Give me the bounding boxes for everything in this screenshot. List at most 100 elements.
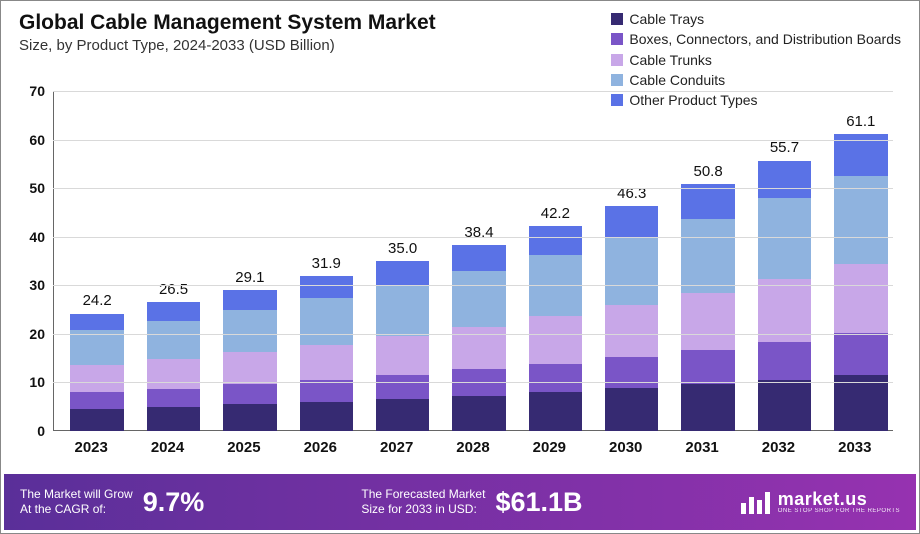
- forecast-value: $61.1B: [495, 487, 582, 518]
- legend-label: Cable Conduits: [629, 70, 725, 90]
- bar-segment: [300, 402, 353, 431]
- brand-name: market.us: [778, 490, 900, 508]
- legend-swatch: [611, 54, 623, 66]
- footer-forecast: The Forecasted MarketSize for 2033 in US…: [361, 487, 582, 518]
- bar-segment: [758, 279, 811, 341]
- bar: 46.3: [605, 206, 658, 431]
- bar-total-label: 61.1: [834, 113, 887, 130]
- bar-segment: [452, 245, 505, 271]
- bar-segment: [376, 336, 429, 375]
- y-tick-label: 30: [15, 277, 45, 293]
- bar-segment: [70, 365, 123, 392]
- x-tick-label: 2028: [435, 439, 511, 456]
- legend-item: Boxes, Connectors, and Distribution Boar…: [611, 29, 901, 49]
- bar-segment: [605, 238, 658, 306]
- bar-total-label: 50.8: [681, 163, 734, 180]
- brand-text: market.us ONE STOP SHOP FOR THE REPORTS: [778, 490, 900, 514]
- legend-label: Cable Trunks: [629, 50, 711, 70]
- x-tick-label: 2033: [817, 439, 893, 456]
- y-tick-label: 10: [15, 374, 45, 390]
- footer-cagr: The Market will GrowAt the CAGR of: 9.7%: [20, 487, 204, 518]
- bar: 26.5: [147, 302, 200, 431]
- gridline: [53, 140, 893, 141]
- bar-segment: [147, 359, 200, 389]
- x-tick-label: 2032: [740, 439, 816, 456]
- legend-item: Cable Conduits: [611, 70, 901, 90]
- legend-item: Cable Trays: [611, 9, 901, 29]
- bar-total-label: 35.0: [376, 240, 429, 257]
- bar-segment: [376, 261, 429, 285]
- bar-segment: [223, 384, 276, 404]
- bar: 61.1: [834, 134, 887, 431]
- gridline: [53, 91, 893, 92]
- bar: 42.2: [529, 226, 582, 431]
- bar-segment: [834, 264, 887, 332]
- bar-segment: [147, 407, 200, 431]
- bar: 35.0: [376, 261, 429, 431]
- bar-total-label: 26.5: [147, 281, 200, 298]
- bar-segment: [223, 290, 276, 310]
- bar-segment: [529, 226, 582, 255]
- bar-segment: [605, 388, 658, 431]
- brand: market.us ONE STOP SHOP FOR THE REPORTS: [740, 489, 900, 515]
- bar-segment: [681, 293, 734, 350]
- plot-area: 24.2 26.5 29.1 31.9 35.0 38.4 42.2 46.3 50.8 55.7…: [53, 91, 893, 431]
- x-tick-label: 2029: [511, 439, 587, 456]
- y-tick-label: 40: [15, 229, 45, 245]
- legend-swatch: [611, 74, 623, 86]
- bar-segment: [223, 352, 276, 385]
- bar-segment: [376, 399, 429, 431]
- bar-segment: [452, 271, 505, 327]
- bar-segment: [758, 198, 811, 279]
- chart-container: Global Cable Management System Market Si…: [0, 0, 920, 534]
- bar: 24.2: [70, 314, 123, 431]
- bar: 50.8: [681, 184, 734, 431]
- chart-subtitle: Size, by Product Type, 2024-2033 (USD Bi…: [19, 37, 436, 54]
- legend-label: Cable Trays: [629, 9, 704, 29]
- bar-segment: [605, 305, 658, 356]
- bar-total-label: 24.2: [70, 292, 123, 309]
- legend-swatch: [611, 33, 623, 45]
- y-tick-label: 70: [15, 83, 45, 99]
- bar-total-label: 42.2: [529, 205, 582, 222]
- bar-segment: [147, 389, 200, 407]
- bar-segment: [758, 161, 811, 199]
- bar-total-label: 29.1: [223, 269, 276, 286]
- bar-segment: [376, 375, 429, 399]
- x-tick-label: 2024: [129, 439, 205, 456]
- bar: 55.7: [758, 161, 811, 432]
- bar-segment: [758, 342, 811, 380]
- bar-segment: [300, 345, 353, 380]
- bar-segment: [70, 409, 123, 431]
- x-tick-label: 2023: [53, 439, 129, 456]
- bar-total-label: 38.4: [452, 224, 505, 241]
- bar-segment: [376, 285, 429, 336]
- bar-segment: [223, 404, 276, 431]
- bars-layer: 24.2 26.5 29.1 31.9 35.0 38.4 42.2 46.3 50.8 55.7…: [53, 91, 893, 431]
- bar: 31.9: [300, 276, 353, 431]
- gridline: [53, 237, 893, 238]
- bar: 38.4: [452, 245, 505, 431]
- bar-segment: [529, 316, 582, 363]
- bar-segment: [681, 350, 734, 384]
- cagr-label: The Market will GrowAt the CAGR of:: [20, 487, 133, 517]
- forecast-label: The Forecasted MarketSize for 2033 in US…: [361, 487, 485, 517]
- bar-segment: [300, 298, 353, 345]
- gridline: [53, 382, 893, 383]
- bar-segment: [70, 314, 123, 331]
- chart-header: Global Cable Management System Market Si…: [19, 11, 436, 54]
- bar-total-label: 31.9: [300, 255, 353, 272]
- brand-logo-icon: [740, 489, 770, 515]
- x-tick-label: 2030: [588, 439, 664, 456]
- bar-segment: [147, 321, 200, 359]
- y-tick-label: 20: [15, 326, 45, 342]
- y-tick-label: 0: [15, 423, 45, 439]
- legend-label: Boxes, Connectors, and Distribution Boar…: [629, 29, 901, 49]
- x-tick-label: 2027: [358, 439, 434, 456]
- bar-segment: [605, 206, 658, 238]
- legend-item: Cable Trunks: [611, 50, 901, 70]
- bar-segment: [452, 396, 505, 431]
- gridline: [53, 188, 893, 189]
- y-tick-label: 50: [15, 180, 45, 196]
- gridline: [53, 334, 893, 335]
